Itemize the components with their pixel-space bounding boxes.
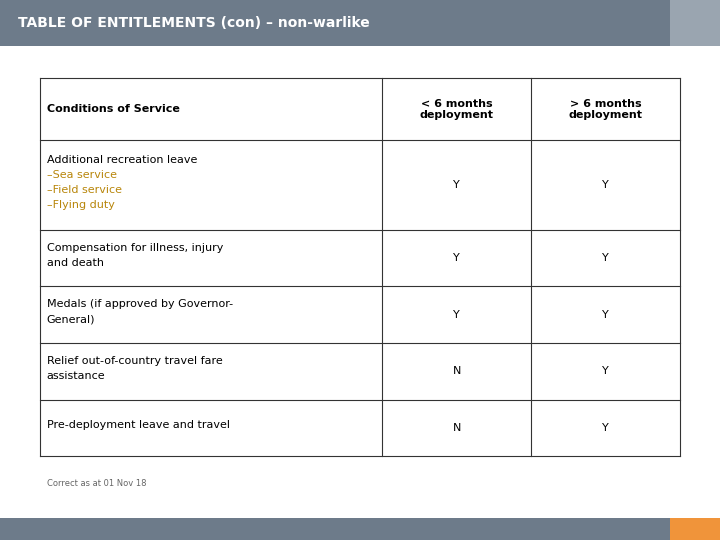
Text: N: N: [453, 423, 461, 433]
Text: –Flying duty: –Flying duty: [47, 200, 114, 210]
Text: Pre-deployment leave and travel: Pre-deployment leave and travel: [47, 420, 230, 430]
Text: Y: Y: [603, 309, 609, 320]
Text: –Field service: –Field service: [47, 185, 122, 195]
Text: Medals (if approved by Governor-: Medals (if approved by Governor-: [47, 299, 233, 309]
Text: Conditions of Service: Conditions of Service: [47, 104, 180, 114]
Text: TABLE OF ENTITLEMENTS (con) – non-warlike: TABLE OF ENTITLEMENTS (con) – non-warlik…: [18, 16, 370, 30]
Text: < 6 months
deployment: < 6 months deployment: [420, 98, 494, 120]
Text: Y: Y: [454, 309, 460, 320]
Text: Y: Y: [454, 253, 460, 263]
Text: Y: Y: [454, 180, 460, 190]
Text: Y: Y: [603, 423, 609, 433]
Text: Correct as at 01 Nov 18: Correct as at 01 Nov 18: [47, 479, 146, 488]
Text: Y: Y: [603, 180, 609, 190]
Text: Compensation for illness, injury: Compensation for illness, injury: [47, 243, 223, 253]
Text: Relief out-of-country travel fare: Relief out-of-country travel fare: [47, 356, 222, 366]
Text: Y: Y: [603, 253, 609, 263]
Text: assistance: assistance: [47, 372, 105, 381]
Text: > 6 months
deployment: > 6 months deployment: [569, 98, 643, 120]
Text: Additional recreation leave: Additional recreation leave: [47, 154, 197, 165]
Text: Y: Y: [603, 366, 609, 376]
Text: and death: and death: [47, 258, 104, 268]
Text: –Sea service: –Sea service: [47, 170, 117, 180]
Text: General): General): [47, 314, 95, 325]
Text: N: N: [453, 366, 461, 376]
